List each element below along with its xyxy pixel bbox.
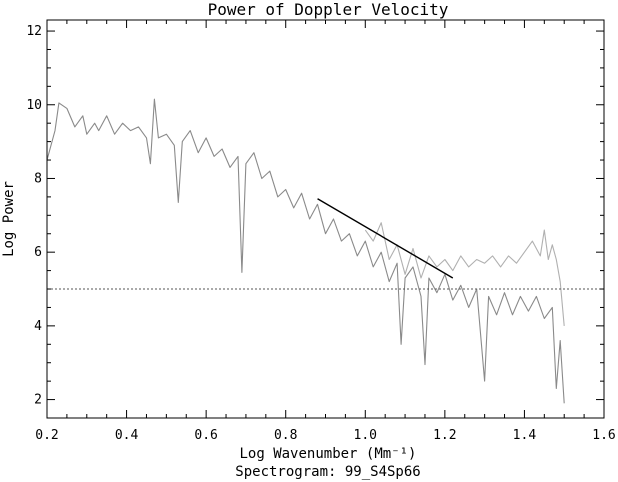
x-tick-label: 0.8 (274, 428, 297, 443)
x-tick-label: 0.6 (194, 428, 217, 443)
main-spectrum-line (46, 98, 565, 404)
y-tick-label: 6 (34, 245, 42, 260)
plot-frame (46, 19, 605, 419)
chart-title: Power of Doppler Velocity (208, 0, 449, 19)
y-tick-label: 8 (34, 171, 42, 186)
y-tick-label: 2 (34, 393, 42, 408)
x-tick-label: 1.6 (592, 428, 615, 443)
x-tick-label: 0.2 (35, 428, 58, 443)
y-tick-label: 10 (26, 98, 42, 113)
series-layer (46, 98, 565, 404)
reference-lines (47, 198, 604, 290)
y-axis-label: Log Power (1, 181, 17, 257)
x-tick-label: 1.4 (513, 428, 537, 443)
x-tick-label: 0.4 (115, 428, 139, 443)
x-tick-label: 1.0 (354, 428, 377, 443)
y-tick-label: 12 (26, 24, 42, 39)
light-spectrum-line (364, 222, 565, 326)
y-tick-label: 4 (34, 319, 42, 334)
x-tick-label: 1.2 (433, 428, 456, 443)
axis-ticks: 0.2 0.4 0.6 0.8 1.0 1.2 1.4 1.6 2 4 6 8 10 12 (26, 20, 616, 443)
chart-subtitle: Spectrogram: 99_S4Sp66 (235, 464, 420, 480)
fit-line (317, 198, 454, 279)
x-axis-label: Log Wavenumber (Mm⁻¹) (239, 446, 416, 462)
